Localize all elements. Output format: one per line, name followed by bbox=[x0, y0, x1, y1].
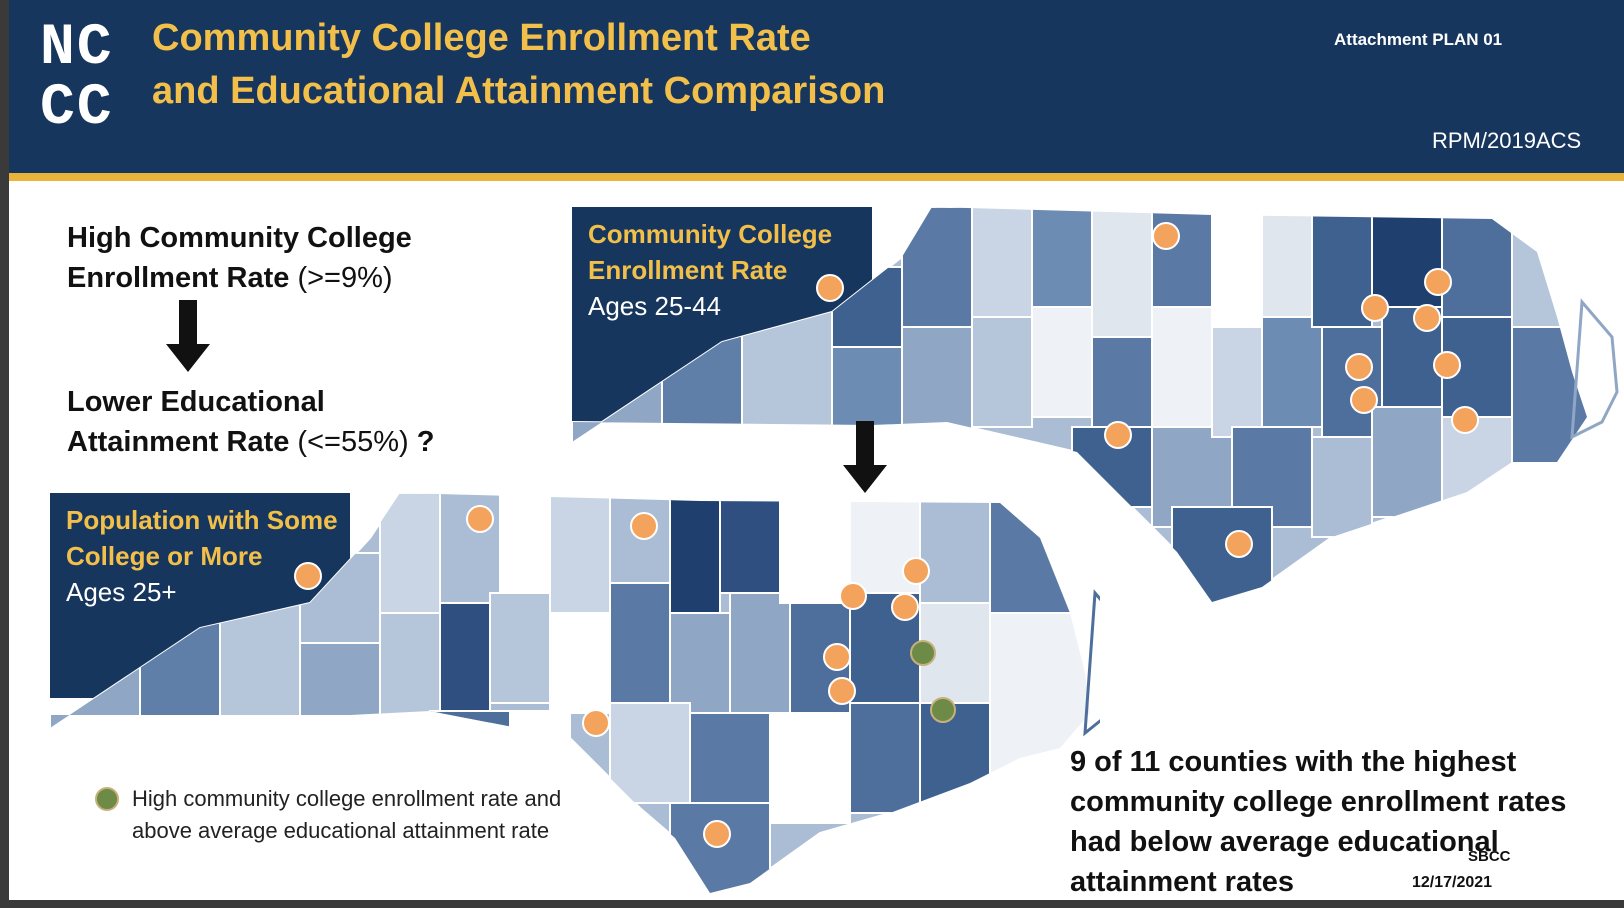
orange-marker bbox=[294, 562, 322, 590]
title-line-2: and Educational Attainment Comparison bbox=[152, 70, 886, 112]
logo-line-2: CC bbox=[40, 76, 114, 141]
orange-marker bbox=[823, 643, 851, 671]
slide-title: Community College Enrollment Rate and Ed… bbox=[152, 12, 885, 118]
orange-marker bbox=[703, 820, 731, 848]
orange-marker bbox=[839, 582, 867, 610]
orange-marker bbox=[1345, 353, 1373, 381]
high-enrollment-line-1: High Community College bbox=[67, 222, 412, 254]
enrollment-orange-markers bbox=[816, 222, 1479, 558]
enrollment-map-label: Community College Enrollment Rate Ages 2… bbox=[588, 216, 832, 324]
green-marker bbox=[930, 697, 956, 723]
enrollment-label-line-3: Ages 25-44 bbox=[588, 291, 721, 321]
legend-text: High community college enrollment rate a… bbox=[132, 786, 562, 843]
attainment-label-line-2: College or More bbox=[66, 541, 263, 571]
header-gold-rule bbox=[9, 173, 1624, 181]
orange-marker bbox=[1451, 406, 1479, 434]
orange-marker bbox=[816, 274, 844, 302]
down-arrow-icon bbox=[843, 421, 887, 493]
lower-attainment-text: Lower Educational Attainment Rate (<=55%… bbox=[67, 382, 434, 462]
orange-marker bbox=[466, 505, 494, 533]
enrollment-label-line-2: Enrollment Rate bbox=[588, 255, 788, 285]
legend-green-marker bbox=[95, 787, 119, 811]
attainment-label-line-3: Ages 25+ bbox=[66, 577, 177, 607]
attachment-label: Attachment PLAN 01 bbox=[1334, 30, 1503, 49]
nccc-logo: NC CC bbox=[40, 20, 120, 140]
source-label: RPM/2019ACS bbox=[1432, 128, 1582, 153]
enrollment-rate-map bbox=[572, 207, 1619, 604]
orange-marker bbox=[902, 557, 930, 585]
question-mark: ? bbox=[416, 426, 435, 458]
footer-org: SBCC bbox=[1468, 848, 1511, 865]
attainment-rate-map bbox=[50, 493, 1100, 895]
orange-marker bbox=[1350, 386, 1378, 414]
orange-marker bbox=[1361, 294, 1389, 322]
orange-marker bbox=[1225, 530, 1253, 558]
orange-marker bbox=[1433, 351, 1461, 379]
logo-line-1: NC bbox=[40, 16, 114, 81]
window-frame-bottom bbox=[0, 900, 1624, 908]
footer-date: 12/17/2021 bbox=[1412, 874, 1493, 891]
orange-marker bbox=[1104, 421, 1132, 449]
orange-marker bbox=[582, 709, 610, 737]
title-line-1: Community College Enrollment Rate bbox=[152, 17, 811, 59]
outer-banks bbox=[1570, 298, 1619, 440]
conclusion-text: 9 of 11 counties with the highest commun… bbox=[1070, 746, 1567, 898]
orange-marker bbox=[1424, 268, 1452, 296]
high-enrollment-line-2: Enrollment Rate bbox=[67, 262, 290, 294]
lower-attainment-threshold: (<=55%) bbox=[297, 426, 409, 458]
attainment-map-label: Population with Some College or More Age… bbox=[66, 502, 338, 610]
high-enrollment-text: High Community College Enrollment Rate (… bbox=[67, 218, 412, 298]
high-enrollment-threshold: (>=9%) bbox=[297, 262, 393, 294]
window-frame-left bbox=[0, 0, 9, 908]
green-marker bbox=[910, 640, 936, 666]
attainment-markers bbox=[294, 505, 956, 848]
lower-attainment-line-1: Lower Educational bbox=[67, 386, 325, 418]
orange-marker bbox=[828, 677, 856, 705]
orange-marker bbox=[1152, 222, 1180, 250]
orange-marker bbox=[1413, 304, 1441, 332]
attainment-label-line-1: Population with Some bbox=[66, 505, 338, 535]
slide-header bbox=[9, 0, 1624, 173]
orange-marker bbox=[891, 593, 919, 621]
lower-attainment-line-2: Attainment Rate bbox=[67, 426, 290, 458]
orange-marker bbox=[630, 512, 658, 540]
enrollment-label-line-1: Community College bbox=[588, 219, 833, 249]
outer-banks bbox=[1083, 589, 1100, 737]
down-arrow-icon bbox=[166, 300, 210, 372]
